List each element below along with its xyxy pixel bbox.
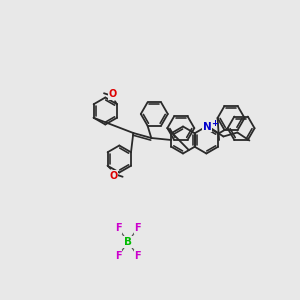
Text: F: F [115, 251, 122, 261]
Text: +: + [211, 119, 218, 128]
Text: F: F [115, 223, 122, 233]
Text: F: F [134, 251, 141, 261]
Text: N: N [203, 122, 212, 131]
Text: B: B [124, 237, 132, 247]
Text: O: O [109, 89, 117, 99]
Text: O: O [110, 171, 118, 181]
Text: F: F [134, 223, 141, 233]
